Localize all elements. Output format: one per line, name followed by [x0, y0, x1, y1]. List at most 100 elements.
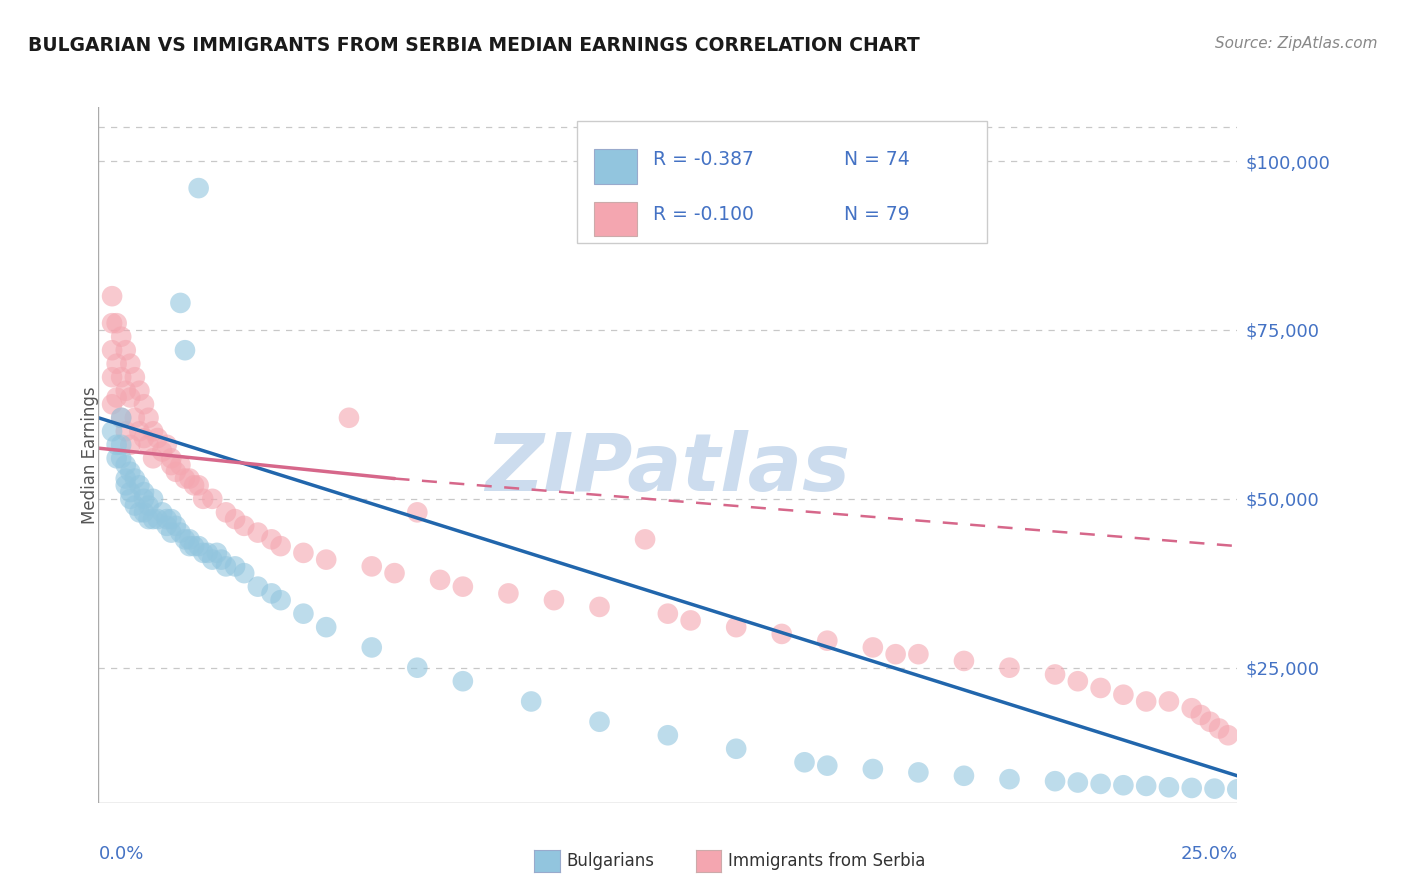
- Point: [1208, 722, 1230, 736]
- FancyBboxPatch shape: [576, 121, 987, 243]
- Point: [193, 491, 215, 506]
- Point: [260, 533, 283, 547]
- Point: [114, 424, 136, 438]
- Point: [215, 505, 238, 519]
- Point: [1043, 667, 1066, 681]
- Point: [128, 384, 150, 398]
- Text: 25.0%: 25.0%: [1180, 845, 1237, 863]
- Point: [360, 559, 382, 574]
- Point: [360, 640, 382, 655]
- Point: [1043, 774, 1066, 789]
- Point: [101, 370, 124, 384]
- Text: ZIPatlas: ZIPatlas: [485, 430, 851, 508]
- Point: [1067, 674, 1090, 689]
- Point: [114, 478, 136, 492]
- Point: [1090, 681, 1112, 695]
- Point: [197, 546, 219, 560]
- Point: [953, 654, 976, 668]
- Point: [862, 762, 884, 776]
- Point: [120, 491, 142, 506]
- Point: [193, 546, 215, 560]
- Point: [124, 370, 146, 384]
- Point: [105, 357, 128, 371]
- Point: [679, 614, 702, 628]
- Point: [406, 661, 429, 675]
- Point: [187, 478, 209, 492]
- Point: [138, 438, 160, 452]
- Point: [128, 505, 150, 519]
- Point: [543, 593, 565, 607]
- Point: [815, 758, 838, 772]
- Text: 0.0%: 0.0%: [98, 845, 143, 863]
- Point: [146, 512, 169, 526]
- Point: [1112, 778, 1135, 792]
- Point: [183, 539, 205, 553]
- Point: [770, 627, 793, 641]
- Point: [224, 559, 246, 574]
- Point: [657, 728, 679, 742]
- Point: [128, 424, 150, 438]
- Point: [110, 438, 132, 452]
- Point: [169, 458, 191, 472]
- Point: [156, 519, 179, 533]
- Point: [246, 580, 269, 594]
- Point: [101, 289, 124, 303]
- Point: [105, 438, 128, 452]
- Point: [1135, 779, 1157, 793]
- Point: [101, 424, 124, 438]
- Point: [110, 370, 132, 384]
- Point: [187, 539, 209, 553]
- Point: [657, 607, 679, 621]
- Point: [588, 599, 610, 614]
- Point: [110, 451, 132, 466]
- Point: [205, 546, 228, 560]
- Point: [160, 458, 183, 472]
- Point: [337, 410, 360, 425]
- Point: [165, 519, 187, 533]
- Point: [224, 512, 246, 526]
- Point: [120, 465, 142, 479]
- Point: [114, 384, 136, 398]
- Point: [270, 593, 292, 607]
- Point: [146, 431, 169, 445]
- Text: Immigrants from Serbia: Immigrants from Serbia: [728, 852, 925, 870]
- Point: [142, 424, 165, 438]
- FancyBboxPatch shape: [593, 150, 637, 184]
- Point: [138, 499, 160, 513]
- Text: BULGARIAN VS IMMIGRANTS FROM SERBIA MEDIAN EARNINGS CORRELATION CHART: BULGARIAN VS IMMIGRANTS FROM SERBIA MEDI…: [28, 36, 920, 54]
- Point: [120, 485, 142, 500]
- Point: [156, 512, 179, 526]
- Point: [793, 756, 815, 770]
- Point: [114, 458, 136, 472]
- Point: [1181, 701, 1204, 715]
- Point: [138, 410, 160, 425]
- Point: [907, 765, 929, 780]
- Text: N = 74: N = 74: [845, 150, 910, 169]
- Point: [120, 357, 142, 371]
- Point: [315, 620, 337, 634]
- Point: [260, 586, 283, 600]
- Point: [884, 647, 907, 661]
- Point: [142, 512, 165, 526]
- Point: [187, 181, 209, 195]
- Point: [114, 343, 136, 358]
- Point: [132, 491, 155, 506]
- Point: [315, 552, 337, 566]
- Point: [520, 694, 543, 708]
- Point: [179, 539, 201, 553]
- Point: [1189, 708, 1212, 723]
- Point: [105, 391, 128, 405]
- Point: [862, 640, 884, 655]
- Point: [142, 451, 165, 466]
- Point: [110, 410, 132, 425]
- Point: [132, 431, 155, 445]
- Point: [179, 533, 201, 547]
- Point: [179, 472, 201, 486]
- Text: N = 79: N = 79: [845, 205, 910, 225]
- Point: [292, 546, 315, 560]
- Point: [451, 580, 474, 594]
- Point: [215, 559, 238, 574]
- Point: [498, 586, 520, 600]
- Point: [384, 566, 406, 581]
- Point: [101, 397, 124, 411]
